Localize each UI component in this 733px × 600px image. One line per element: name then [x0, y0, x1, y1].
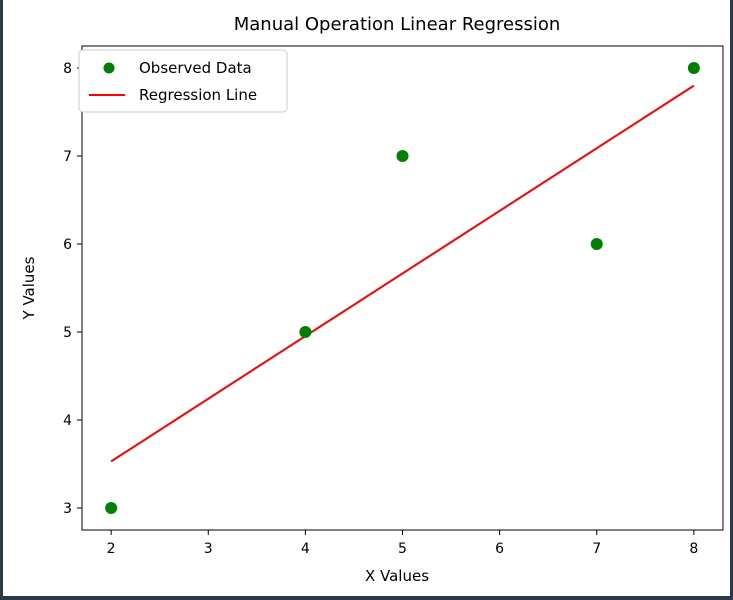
chart-title: Manual Operation Linear Regression — [234, 14, 561, 35]
y-tick-label: 8 — [63, 61, 72, 77]
x-axis-ticks: 2 3 4 5 6 7 8 — [107, 530, 698, 557]
x-tick-label: 6 — [495, 541, 504, 557]
x-tick-label: 7 — [592, 541, 601, 557]
y-axis-label: Y Values — [20, 256, 38, 320]
x-tick-label: 5 — [398, 541, 407, 557]
y-axis-ticks: 3 4 5 6 7 8 — [63, 61, 82, 517]
plot-area-frame — [81, 45, 724, 531]
chart-figure: Manual Operation Linear Regression 2 3 4 5 6… — [3, 0, 730, 596]
legend-label-regression-line: Regression Line — [139, 86, 257, 104]
legend: Observed Data Regression Line — [78, 49, 288, 113]
x-axis-label: X Values — [365, 567, 429, 585]
legend-box — [78, 49, 288, 113]
x-tick-label: 2 — [107, 541, 116, 557]
regression-line — [110, 84, 695, 463]
data-point — [687, 62, 700, 74]
y-tick-label: 5 — [63, 325, 72, 341]
data-point — [299, 326, 312, 338]
x-tick-label: 4 — [301, 541, 310, 557]
data-point — [105, 502, 118, 514]
series-layer — [105, 62, 700, 514]
y-tick-label: 7 — [63, 149, 72, 165]
data-point — [590, 238, 603, 250]
chart-svg: Manual Operation Linear Regression 2 3 4 5 6… — [20, 14, 724, 585]
x-tick-label: 3 — [204, 541, 213, 557]
y-tick-label: 4 — [63, 413, 72, 429]
legend-marker-observed-data — [103, 62, 115, 74]
legend-label-observed-data: Observed Data — [139, 59, 252, 77]
x-tick-label: 8 — [689, 541, 698, 557]
y-tick-label: 6 — [63, 237, 72, 253]
y-tick-label: 3 — [63, 501, 72, 517]
data-point — [396, 150, 409, 162]
